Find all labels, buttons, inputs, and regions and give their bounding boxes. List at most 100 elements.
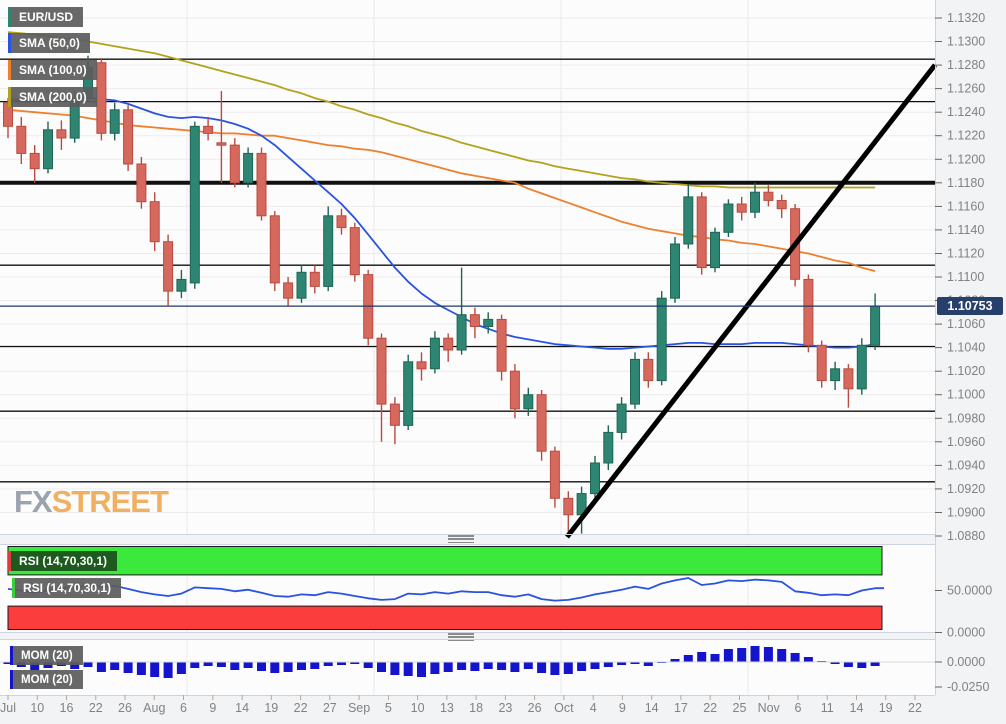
svg-text:Nov: Nov bbox=[758, 701, 781, 715]
sma200-line bbox=[7, 31, 876, 189]
svg-text:22: 22 bbox=[908, 701, 922, 715]
svg-text:-0.0250: -0.0250 bbox=[947, 680, 989, 694]
svg-text:14: 14 bbox=[645, 701, 659, 715]
svg-text:1.0960: 1.0960 bbox=[947, 435, 985, 449]
svg-text:1.1320: 1.1320 bbox=[947, 11, 985, 25]
svg-text:19: 19 bbox=[879, 701, 893, 715]
svg-text:11: 11 bbox=[821, 701, 834, 715]
svg-text:18: 18 bbox=[469, 701, 483, 715]
svg-text:14: 14 bbox=[850, 701, 864, 715]
legend-mom-2[interactable]: MOM (20) bbox=[10, 670, 83, 689]
rsi-overbought-band bbox=[7, 546, 883, 576]
price-axis[interactable]: 1.1320 1.1300 1.1280 1.1260 1.1240 1.1220 1.12… bbox=[935, 11, 992, 694]
mom-bars bbox=[3, 646, 880, 678]
sma200-color-marker bbox=[8, 87, 11, 107]
svg-text:0.0000: 0.0000 bbox=[947, 626, 985, 640]
svg-text:1.0920: 1.0920 bbox=[947, 482, 985, 496]
sma100-color-marker bbox=[8, 60, 11, 80]
sma50-label: SMA (50,0) bbox=[19, 36, 80, 50]
svg-text:1.0940: 1.0940 bbox=[947, 458, 985, 472]
svg-text:1.1300: 1.1300 bbox=[947, 35, 985, 49]
svg-text:1.1020: 1.1020 bbox=[947, 364, 985, 378]
svg-text:Sep: Sep bbox=[348, 701, 370, 715]
legend-mom-1[interactable]: MOM (20) bbox=[10, 646, 83, 665]
svg-text:1.1040: 1.1040 bbox=[947, 341, 985, 355]
fxstreet-logo: FXSTREET bbox=[14, 484, 169, 519]
svg-text:16: 16 bbox=[60, 701, 74, 715]
svg-text:1.0880: 1.0880 bbox=[947, 529, 985, 543]
svg-text:23: 23 bbox=[498, 701, 512, 715]
rsi-oversold-band bbox=[7, 605, 883, 630]
svg-text:Oct: Oct bbox=[554, 701, 574, 715]
time-axis[interactable]: Jul 10 16 22 26 Aug 6 9 14 19 22 27 Sep 5 10 13 18 23 26 Oc… bbox=[0, 695, 922, 715]
svg-text:1.1120: 1.1120 bbox=[947, 247, 984, 261]
svg-text:10: 10 bbox=[411, 701, 425, 715]
svg-text:1.1060: 1.1060 bbox=[947, 317, 985, 331]
legend-symbol[interactable]: EUR/USD bbox=[8, 7, 84, 27]
svg-text:6: 6 bbox=[795, 701, 802, 715]
svg-text:10: 10 bbox=[30, 701, 44, 715]
svg-text:0.0000: 0.0000 bbox=[947, 655, 985, 669]
svg-text:1.1200: 1.1200 bbox=[947, 152, 985, 166]
sma200-label: SMA (200,0) bbox=[19, 90, 87, 104]
svg-text:19: 19 bbox=[264, 701, 278, 715]
logo-street: STREET bbox=[51, 484, 169, 519]
sma100-line bbox=[7, 108, 876, 272]
svg-text:1.1100: 1.1100 bbox=[947, 270, 984, 284]
mom-label-2: MOM (20) bbox=[21, 673, 73, 686]
svg-text:1.1280: 1.1280 bbox=[947, 58, 985, 72]
svg-text:1.1140: 1.1140 bbox=[947, 223, 984, 237]
mom-label-1: MOM (20) bbox=[21, 649, 73, 662]
svg-text:1.1220: 1.1220 bbox=[947, 129, 985, 143]
legend-rsi-bands[interactable]: RSI (14,70,30,1) bbox=[8, 551, 118, 571]
svg-text:1.0900: 1.0900 bbox=[947, 506, 985, 520]
mom-color-marker bbox=[10, 646, 13, 665]
candles bbox=[3, 55, 881, 538]
svg-text:22: 22 bbox=[703, 701, 717, 715]
svg-text:14: 14 bbox=[235, 701, 249, 715]
rsi-line-color-marker bbox=[12, 578, 15, 598]
current-price-badge: 1.10753 bbox=[937, 297, 1003, 315]
svg-text:1.1180: 1.1180 bbox=[947, 176, 984, 190]
rsi-line bbox=[7, 577, 884, 602]
trendline bbox=[565, 63, 937, 539]
svg-text:1.0980: 1.0980 bbox=[947, 411, 985, 425]
svg-text:6: 6 bbox=[180, 701, 187, 715]
legend-sma50[interactable]: SMA (50,0) bbox=[8, 33, 90, 53]
svg-text:22: 22 bbox=[89, 701, 103, 715]
symbol-color-marker bbox=[8, 7, 11, 27]
svg-text:1.1260: 1.1260 bbox=[947, 82, 985, 96]
svg-text:26: 26 bbox=[118, 701, 132, 715]
panel-resize-grip-rsi[interactable] bbox=[448, 535, 474, 543]
svg-text:13: 13 bbox=[440, 701, 454, 715]
svg-text:Aug: Aug bbox=[143, 701, 165, 715]
legend-rsi-line[interactable]: RSI (14,70,30,1) bbox=[12, 578, 122, 598]
legend-sma100[interactable]: SMA (100,0) bbox=[8, 60, 97, 80]
svg-text:22: 22 bbox=[294, 701, 308, 715]
rsi-bands-label: RSI (14,70,30,1) bbox=[19, 554, 108, 568]
svg-text:1.1240: 1.1240 bbox=[947, 105, 985, 119]
rsi-line-label: RSI (14,70,30,1) bbox=[23, 581, 112, 595]
symbol-label: EUR/USD bbox=[19, 10, 74, 24]
svg-text:25: 25 bbox=[733, 701, 747, 715]
sma50-color-marker bbox=[8, 33, 11, 53]
svg-text:4: 4 bbox=[590, 701, 597, 715]
svg-text:26: 26 bbox=[528, 701, 542, 715]
svg-text:Jul: Jul bbox=[0, 701, 16, 715]
svg-text:1.1160: 1.1160 bbox=[947, 199, 984, 213]
svg-text:5: 5 bbox=[385, 701, 392, 715]
rsi-band-color-marker bbox=[8, 551, 11, 571]
legend-sma200[interactable]: SMA (200,0) bbox=[8, 87, 97, 107]
logo-fx: FX bbox=[14, 484, 53, 519]
mom-color-marker-2 bbox=[10, 670, 13, 689]
svg-text:1.1000: 1.1000 bbox=[947, 388, 985, 402]
svg-text:27: 27 bbox=[323, 701, 337, 715]
sma100-label: SMA (100,0) bbox=[19, 63, 87, 77]
panel-resize-grip-mom[interactable] bbox=[448, 633, 474, 641]
svg-text:9: 9 bbox=[209, 701, 216, 715]
svg-text:17: 17 bbox=[674, 701, 688, 715]
svg-text:9: 9 bbox=[619, 701, 626, 715]
